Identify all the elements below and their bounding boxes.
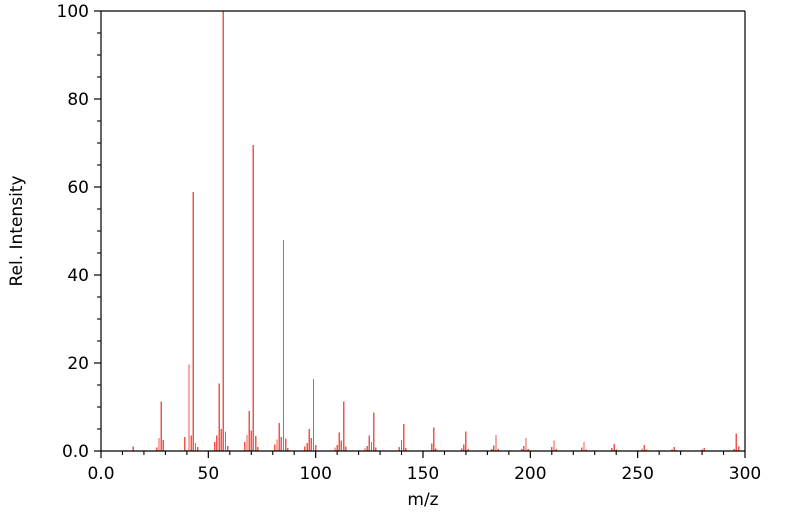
y-axis-tick-labels: 0.0 20 40 60 80 100 xyxy=(57,2,89,462)
y-tick-label: 60 xyxy=(67,178,89,198)
x-tick-label: 250 xyxy=(621,464,653,484)
axis-frame xyxy=(100,10,746,452)
x-tick-label: 100 xyxy=(299,464,331,484)
spectrum-peaks xyxy=(132,11,740,451)
x-axis-ticks xyxy=(100,451,746,458)
x-tick-label: 0.0 xyxy=(87,464,114,484)
x-tick-label: 300 xyxy=(729,464,761,484)
y-tick-label: 80 xyxy=(67,90,89,110)
x-axis-title: m/z xyxy=(407,490,438,510)
y-tick-label: 20 xyxy=(67,354,89,374)
plot-axes xyxy=(100,10,746,452)
x-tick-label: 200 xyxy=(514,464,546,484)
y-tick-label: 40 xyxy=(67,266,89,286)
x-axis-tick-labels: 0.0 50 100 150 200 250 300 xyxy=(87,464,761,484)
x-tick-label: 150 xyxy=(407,464,439,484)
x-tick-label: 50 xyxy=(198,464,220,484)
y-axis-ticks xyxy=(94,10,101,452)
y-tick-label: 100 xyxy=(57,2,89,22)
y-tick-label: 0.0 xyxy=(62,442,89,462)
y-axis-title: Rel. Intensity xyxy=(7,175,27,286)
